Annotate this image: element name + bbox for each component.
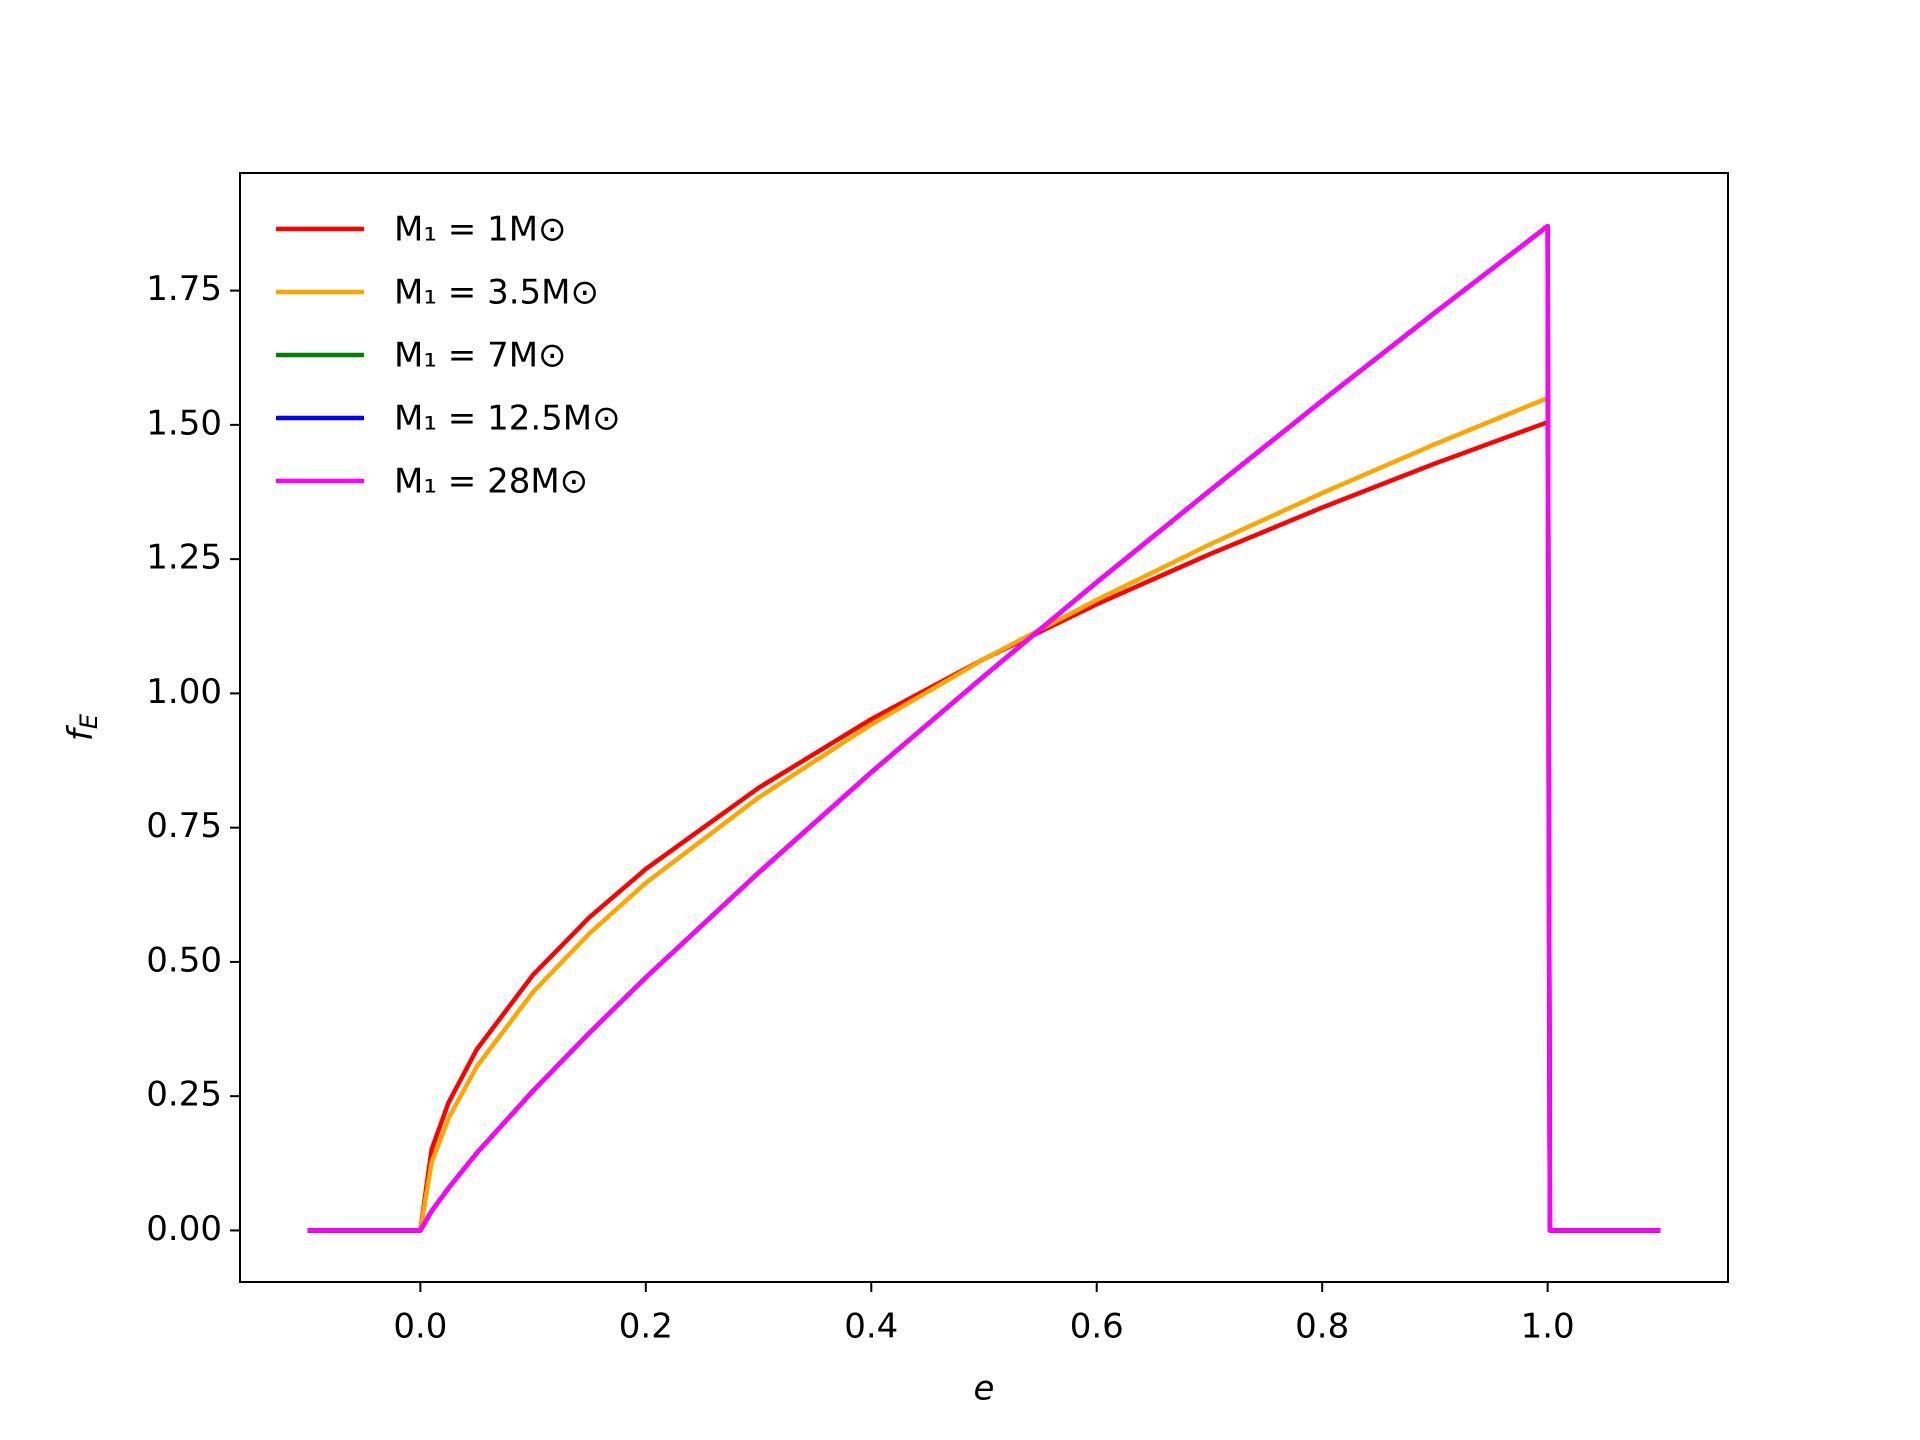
x-tick-label: 0.2 (619, 1307, 673, 1347)
y-tick-label: 1.00 (146, 672, 222, 712)
data-line (307, 223, 1661, 1233)
y-tick-label: 1.75 (146, 269, 222, 309)
plot-area (307, 223, 1661, 1233)
axes-frame (239, 172, 1729, 1283)
legend-label: M₁ = 28M⊙ (394, 462, 588, 502)
x-tick-label: 0.0 (393, 1307, 447, 1347)
legend-label: M₁ = 7M⊙ (394, 336, 567, 376)
y-tick-label: 0.75 (146, 806, 222, 846)
data-line (307, 395, 1661, 1233)
legend-label: M₁ = 12.5M⊙ (394, 399, 621, 439)
x-tick-label: 0.8 (1295, 1307, 1349, 1347)
x-tick-label: 0.4 (844, 1307, 898, 1347)
x-tick-label: 0.6 (1070, 1307, 1124, 1347)
y-tick-label: 0.00 (146, 1209, 222, 1249)
x-tick-label: 1.0 (1521, 1307, 1575, 1347)
x-axis-label: e (974, 1369, 995, 1409)
data-line (307, 419, 1661, 1233)
y-tick-label: 1.25 (146, 538, 222, 578)
y-tick-label: 1.50 (146, 403, 222, 443)
legend-label: M₁ = 1M⊙ (394, 210, 567, 250)
y-tick-label: 0.25 (146, 1075, 222, 1115)
legend-label: M₁ = 3.5M⊙ (394, 273, 599, 313)
y-tick-label: 0.50 (146, 940, 222, 980)
